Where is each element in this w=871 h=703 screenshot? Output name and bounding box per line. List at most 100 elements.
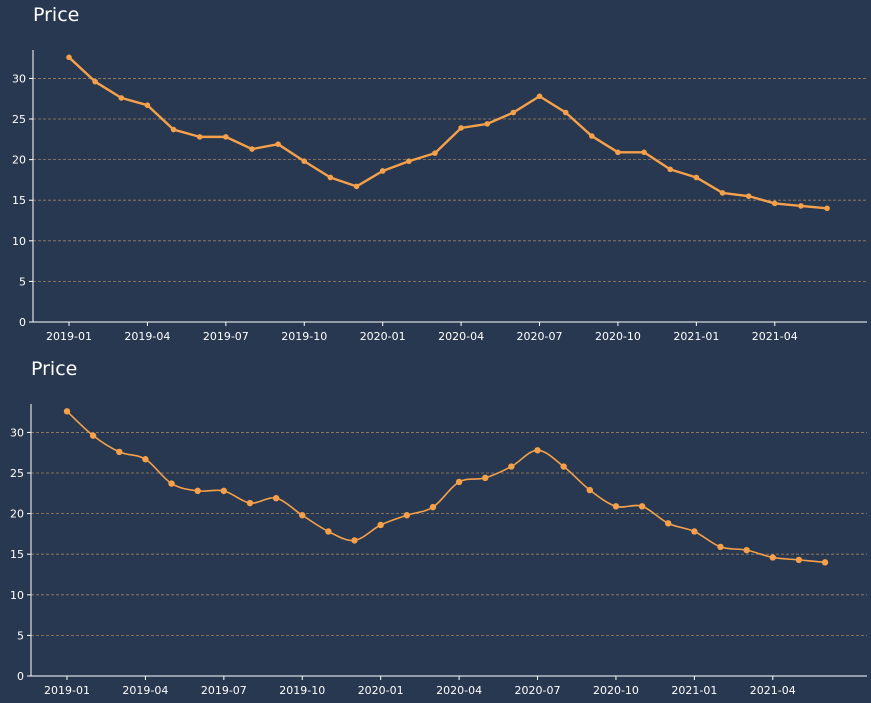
x-tick-label: 2020-10 (595, 330, 641, 343)
data-point (63, 408, 71, 415)
y-tick-label: 10 (12, 235, 26, 248)
data-point (168, 480, 175, 487)
data-point (432, 150, 438, 156)
data-point (562, 109, 569, 116)
y-tick-label: 5 (19, 275, 26, 288)
x-tick-label: 2021-01 (673, 330, 719, 343)
data-point (482, 474, 489, 482)
price-chart-smooth: Price 0 5 10 15 20 25 30 2019-01 2019-04 2019-07… (10, 358, 867, 697)
data-point (641, 149, 647, 156)
y-tick-label: 10 (10, 589, 24, 602)
y-tick-label: 25 (10, 467, 24, 480)
data-point (586, 486, 593, 494)
data-point (589, 133, 595, 139)
data-point (536, 93, 543, 100)
x-tick-label: 2019-01 (46, 330, 92, 343)
data-point (743, 546, 750, 554)
x-tick-label: 2021-04 (750, 684, 796, 697)
x-tick-label: 2020-10 (593, 684, 639, 697)
data-point (458, 125, 464, 131)
data-point (693, 174, 700, 181)
data-point (403, 512, 411, 519)
data-point (301, 158, 308, 165)
data-point (89, 432, 97, 439)
x-tick-label: 2020-07 (517, 330, 563, 343)
x-tick-label: 2019-07 (201, 684, 247, 697)
y-tick-label: 15 (12, 194, 26, 207)
data-point (769, 554, 776, 561)
data-point (510, 109, 517, 116)
x-tick-label: 2021-04 (752, 330, 798, 343)
y-tick-label: 15 (10, 548, 24, 561)
data-point (66, 54, 72, 61)
data-point (299, 512, 306, 519)
data-point (719, 190, 726, 196)
y-tick-label: 20 (10, 508, 24, 521)
data-point (638, 503, 646, 510)
data-point (484, 121, 491, 127)
x-tick-label: 2020-07 (515, 684, 561, 697)
y-tick-label: 30 (12, 72, 26, 85)
x-tick-label: 2020-04 (438, 330, 484, 343)
data-point (220, 487, 228, 495)
x-tick-label: 2020-01 (358, 684, 404, 697)
data-point (246, 499, 254, 507)
data-point (745, 193, 752, 199)
data-point (377, 521, 384, 529)
data-point (144, 102, 151, 109)
x-tick-label: 2021-01 (671, 684, 717, 697)
data-point (406, 158, 412, 165)
x-tick-label: 2019-10 (279, 684, 325, 697)
data-point (327, 174, 334, 181)
data-point (795, 556, 803, 564)
data-point (691, 528, 698, 535)
x-tick-label: 2019-07 (203, 330, 249, 343)
data-point (92, 78, 98, 85)
price-chart-linear: Price 0 5 10 15 20 25 30 2019-01 2019-04 2019-07… (12, 4, 867, 343)
data-point (612, 503, 620, 510)
y-tick-label: 20 (12, 154, 26, 167)
data-point (508, 463, 515, 470)
data-point (771, 200, 778, 207)
x-tick-label: 2019-10 (281, 330, 327, 343)
data-point (455, 478, 463, 486)
data-point (824, 205, 830, 212)
series-line-price (67, 56, 829, 210)
data-point (667, 166, 674, 173)
y-tick-label: 5 (17, 629, 24, 642)
data-point (325, 528, 332, 535)
data-point (170, 126, 177, 133)
data-point (223, 134, 229, 140)
data-point (534, 447, 541, 454)
data-point (353, 183, 360, 190)
y-tick-label: 0 (17, 670, 24, 683)
chart-title: Price (33, 4, 79, 26)
data-point (560, 463, 567, 470)
x-tick-label: 2020-01 (360, 330, 406, 343)
data-point (665, 520, 672, 527)
data-point (116, 448, 123, 456)
data-point (249, 146, 255, 152)
series-line-price (66, 410, 826, 564)
chart-title: Price (31, 358, 77, 380)
data-point (798, 203, 804, 209)
data-point (429, 503, 437, 511)
data-point (196, 134, 203, 140)
data-point (615, 149, 621, 156)
data-point (194, 487, 201, 495)
data-point (272, 494, 280, 502)
data-point (118, 95, 125, 101)
data-point (142, 456, 149, 463)
x-tick-label: 2020-04 (436, 684, 482, 697)
x-tick-label: 2019-04 (122, 684, 168, 697)
y-tick-label: 30 (10, 426, 24, 439)
data-point (379, 168, 386, 174)
x-tick-label: 2019-04 (124, 330, 170, 343)
x-tick-label: 2019-01 (44, 684, 90, 697)
y-tick-label: 25 (12, 113, 26, 126)
data-point (821, 559, 829, 566)
data-point (351, 537, 358, 544)
data-point (717, 543, 724, 551)
data-point (275, 141, 281, 147)
